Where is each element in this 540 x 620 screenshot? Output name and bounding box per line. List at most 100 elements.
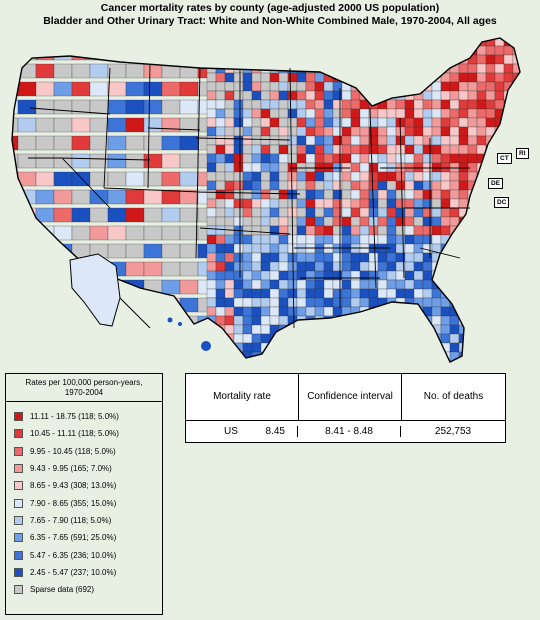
county-cell [467,342,478,353]
county-cell [359,117,370,128]
county-cell [377,207,388,218]
county-cell [296,288,307,299]
county-cell [341,351,352,362]
county-cell [377,351,388,362]
county-cell [341,216,352,227]
legend-panel: Rates per 100,000 person-years, 1970-200… [5,373,163,615]
county-cell [206,108,217,119]
county-cell [440,189,451,200]
county-cell [341,234,352,245]
county-cell [269,38,280,47]
county-cell [476,252,487,263]
county-cell [125,207,145,223]
county-cell [260,216,271,227]
county-cell [278,189,289,200]
county-cell [287,360,298,362]
county-cell [107,63,127,79]
county-cell [53,261,73,277]
county-cell [305,189,316,200]
county-cell [368,45,379,56]
county-cell [423,28,432,37]
county-cell [531,298,540,307]
ci-value: 8.41 - 8.48 [298,426,401,437]
county-cell [242,153,253,164]
county-cell [305,288,316,299]
county-cell [53,135,73,151]
county-cell [531,271,540,280]
county-cell [53,315,73,331]
county-cell [386,117,397,128]
county-cell [278,351,289,362]
county-cell [467,162,478,173]
county-cell [413,45,424,56]
county-cell [368,72,379,83]
county-cell [251,279,262,290]
county-cell [512,324,520,335]
county-cell [413,225,424,236]
county-cell [395,171,406,182]
legend-label: 2.45 - 5.47 (237; 10.0%) [30,567,117,577]
county-cell [368,342,379,353]
county-cell [17,351,37,362]
county-cell [404,162,415,173]
county-cell [35,189,55,205]
legend-swatch [14,429,23,439]
county-cell [332,90,343,101]
county-cell [404,261,415,272]
county-cell [359,315,370,326]
county-cell [377,135,388,146]
county-cell [485,306,496,317]
county-cell [413,81,424,92]
county-cell [431,189,442,200]
county-cell [314,171,325,182]
county-cell [378,28,387,37]
county-cell [323,279,334,290]
county-cell [206,38,217,47]
county-cell [215,72,226,83]
county-cell [512,360,520,362]
county-cell [422,63,433,74]
county-cell [305,216,316,227]
county-cell [260,153,271,164]
county-cell [503,135,514,146]
county-cell [314,351,325,362]
county-cell [89,117,109,133]
county-cell [305,108,316,119]
county-cell [305,270,316,281]
alaska-shape[interactable] [69,253,121,327]
county-cell [287,324,298,335]
county-cell [350,135,361,146]
county-cell [12,279,19,295]
county-cell [206,324,217,335]
county-cell [278,45,289,56]
county-cell [458,38,469,47]
county-cell [287,171,298,182]
county-cell [341,225,352,236]
county-cell [314,225,325,236]
county-cell [386,135,397,146]
county-cell [386,81,397,92]
county-cell [251,324,262,335]
county-cell [503,162,514,173]
county-cell [440,126,451,137]
us-county-map[interactable] [0,28,540,368]
county-cell [494,135,505,146]
county-cell [332,351,343,362]
county-cell [305,351,316,362]
county-cell [260,99,271,110]
county-cell [278,360,289,362]
county-cell [440,198,451,209]
county-cell [431,90,442,101]
county-cell [368,189,379,200]
county-cell [224,270,235,281]
county-cell [269,351,280,362]
county-cell [314,180,325,191]
county-cell [314,270,325,281]
county-cell [359,54,370,65]
county-cell [125,153,145,169]
county-cell [12,207,19,223]
county-cell [503,342,514,353]
county-cell [422,342,433,353]
county-cell [305,72,316,83]
county-cell [386,189,397,200]
